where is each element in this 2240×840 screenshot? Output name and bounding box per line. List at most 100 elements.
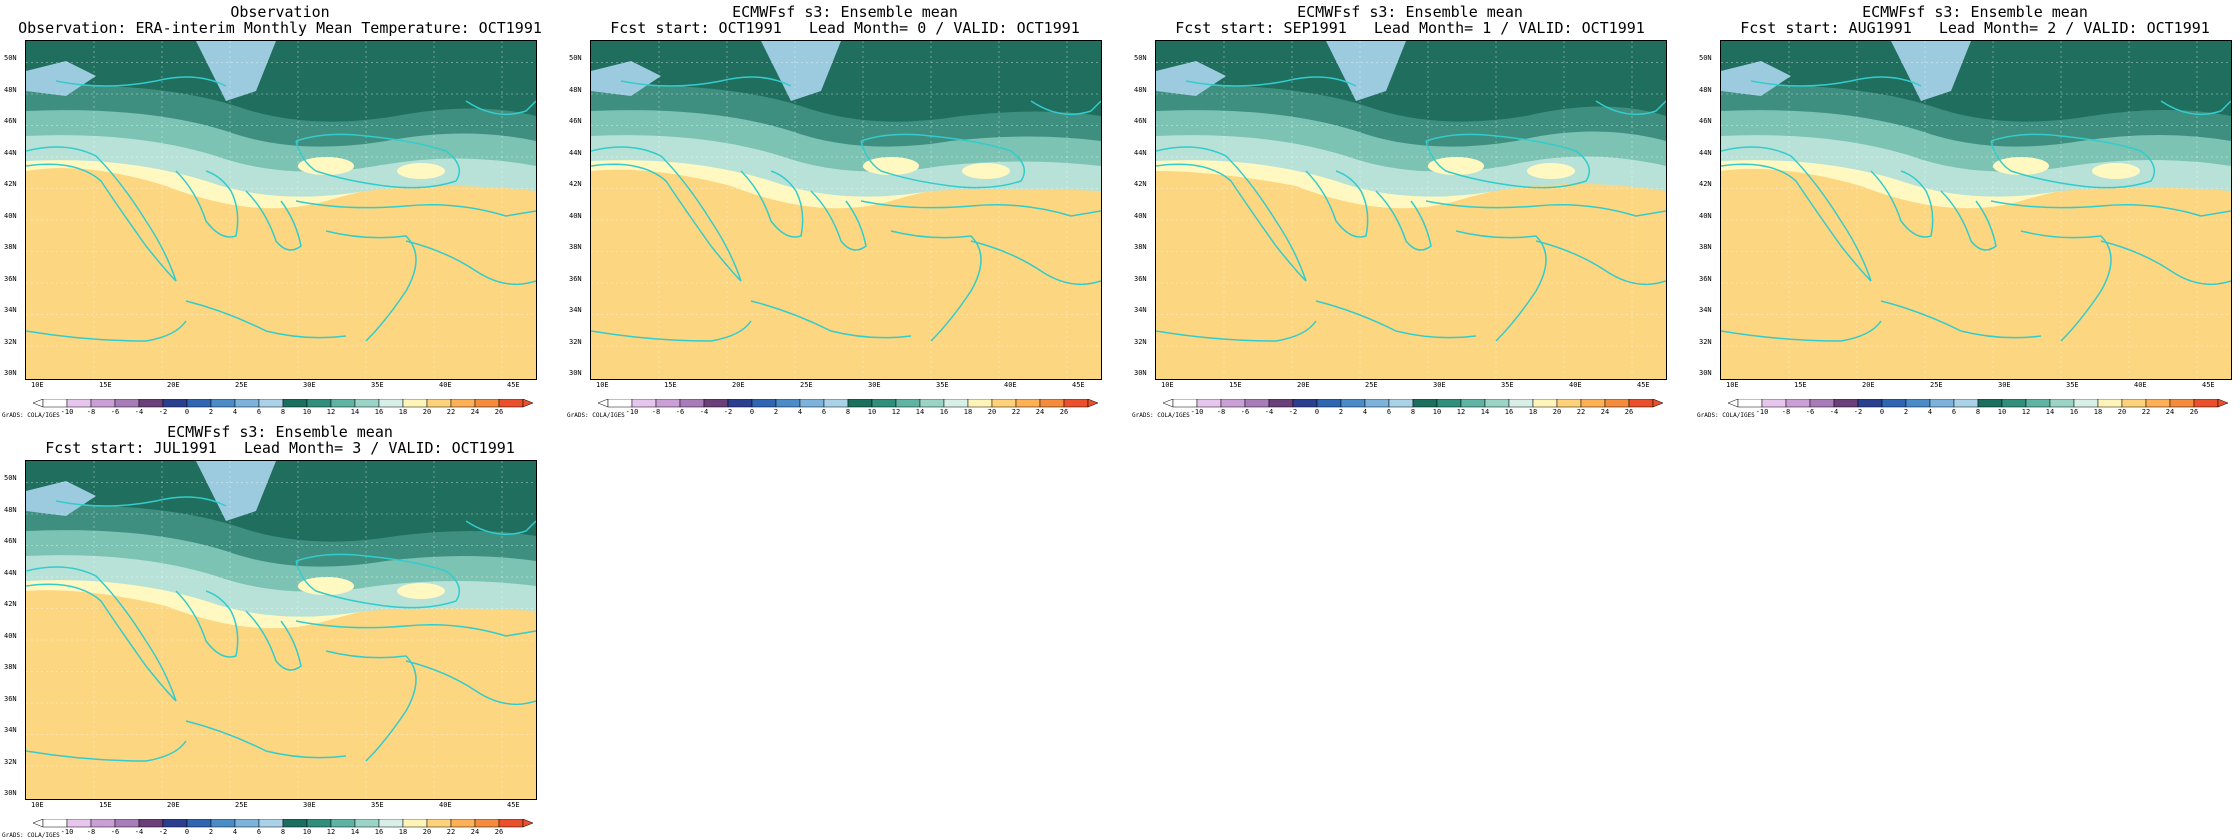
coastline	[465, 100, 536, 116]
lat-tick-label: 30N	[4, 789, 17, 797]
coastline	[1721, 146, 1872, 282]
lon-tick-label: 25E	[235, 381, 248, 389]
colorbar-level-label: 6	[1387, 408, 1391, 415]
map-panel: ECMWFsf s3: Ensemble mean Fcst start: JUL…	[0, 420, 560, 840]
lon-tick-label: 35E	[2066, 381, 2079, 389]
coastline	[1990, 133, 2156, 189]
temperature-band	[1721, 41, 2231, 122]
colorbar-level-label: 22	[2142, 408, 2150, 415]
colorbar-swatch	[1460, 398, 1486, 408]
grads-credit: GrADS: COLA/IGES	[1132, 412, 1190, 419]
lat-tick-label: 34N	[4, 306, 17, 314]
coastline	[405, 660, 536, 706]
colorbar-level-label: 26	[2190, 408, 2198, 415]
colorbar-swatch	[943, 398, 969, 408]
colorbar-swatch	[1785, 398, 1811, 408]
map-panel: Observation Observation: ERA-interim Mont…	[0, 0, 560, 420]
colorbar-swatch	[1857, 398, 1883, 408]
lon-tick-label: 45E	[2202, 381, 2215, 389]
colorbar-swatch	[1388, 398, 1414, 408]
colorbar-level-label: 20	[2118, 408, 2126, 415]
colorbar-swatch	[1063, 398, 1089, 408]
colorbar-swatch	[138, 818, 164, 828]
colorbar-level-label: 8	[846, 408, 850, 415]
lat-tick-label: 30N	[1134, 369, 1147, 377]
lon-tick-label: 40E	[439, 801, 452, 809]
colorbar-swatch	[330, 818, 356, 828]
colorbar-level-label: 2	[209, 828, 213, 835]
lon-tick-label: 25E	[235, 801, 248, 809]
colorbar-level-label: 8	[281, 828, 285, 835]
coastline	[55, 496, 227, 507]
cold-patch	[196, 41, 276, 101]
colorbar-level-label: 26	[1060, 408, 1068, 415]
lat-tick-label: 30N	[4, 369, 17, 377]
colorbar-level-label: 12	[2022, 408, 2030, 415]
lat-tick-label: 42N	[4, 180, 17, 188]
colorbar-swatch	[498, 818, 524, 828]
coastline	[1156, 146, 1307, 282]
colorbar-swatch	[378, 818, 404, 828]
colorbar-level-label: -6	[111, 408, 119, 415]
colorbar-swatch	[679, 398, 705, 408]
lat-tick-label: 50N	[4, 54, 17, 62]
colorbar-swatch	[186, 818, 212, 828]
coastline	[1870, 170, 1934, 238]
temperature-band	[591, 169, 1101, 379]
lat-tick-label: 32N	[1699, 337, 1712, 346]
panel-title: ECMWFsf s3: Ensemble mean	[732, 3, 958, 21]
colorbar-level-label: 8	[1411, 408, 1415, 415]
cold-patch	[1156, 61, 1226, 96]
temperature-map	[1155, 40, 1667, 380]
colorbar-level-label: -10	[61, 828, 74, 835]
colorbar-swatch	[703, 398, 729, 408]
colorbar-level-label: 24	[2166, 408, 2174, 415]
coastline	[175, 590, 239, 658]
warm-patch	[397, 163, 445, 179]
lon-tick-label: 30E	[303, 801, 316, 809]
colorbar-swatch	[474, 818, 500, 828]
lat-tick-label: 30N	[569, 369, 582, 377]
colorbar-level-label: 14	[2046, 408, 2054, 415]
lat-tick-label: 42N	[569, 180, 582, 188]
grads-credit: GrADS: COLA/IGES	[567, 412, 625, 419]
colorbar-level-label: 2	[209, 408, 213, 415]
lat-tick-label: 46N	[1699, 117, 1712, 125]
colorbar-swatch	[42, 398, 68, 408]
lon-tick-label: 45E	[507, 381, 520, 389]
colorbar-swatch	[1220, 398, 1246, 408]
lat-tick-label: 38N	[1699, 243, 1712, 251]
colorbar-level-label: -8	[87, 828, 95, 835]
colorbar-level-label: 14	[916, 408, 924, 415]
colorbar-level-label: 20	[1553, 408, 1561, 415]
colorbar-swatch	[823, 398, 849, 408]
lon-tick-label: 35E	[371, 801, 384, 809]
colorbar-level-label: 10	[303, 828, 311, 835]
lat-tick-label: 46N	[1134, 117, 1147, 125]
colorbar-level-label: 0	[1315, 408, 1319, 415]
colorbar-level-label: 0	[750, 408, 754, 415]
colorbar-swatch	[2169, 398, 2195, 408]
grads-credit: GrADS: COLA/IGES	[2, 412, 60, 419]
colorbar-swatch	[799, 398, 825, 408]
colorbar-swatch	[1532, 398, 1558, 408]
colorbar-level-label: -10	[626, 408, 639, 415]
lat-tick-label: 48N	[1699, 85, 1712, 94]
lat-tick-label: 36N	[4, 274, 17, 283]
lon-tick-label: 20E	[1297, 381, 1310, 389]
temperature-band	[1156, 171, 1666, 379]
lat-tick-label: 44N	[4, 148, 17, 157]
colorbar-swatch	[1881, 398, 1907, 408]
colorbar-swatch	[895, 398, 921, 408]
coastline	[591, 320, 752, 342]
colorbar-swatch	[1244, 398, 1270, 408]
temperature-band	[1721, 168, 2231, 379]
colorbar-swatch	[306, 398, 332, 408]
warm-patch	[863, 157, 919, 175]
colorbar-swatch	[1484, 398, 1510, 408]
colorbar-swatch	[1364, 398, 1390, 408]
panel-subtitle: Fcst start: JUL1991 Lead Month= 3 / VALI…	[45, 439, 515, 457]
lon-tick-label: 40E	[1004, 381, 1017, 389]
temperature-band	[1156, 41, 1666, 122]
coastline	[2160, 100, 2231, 116]
